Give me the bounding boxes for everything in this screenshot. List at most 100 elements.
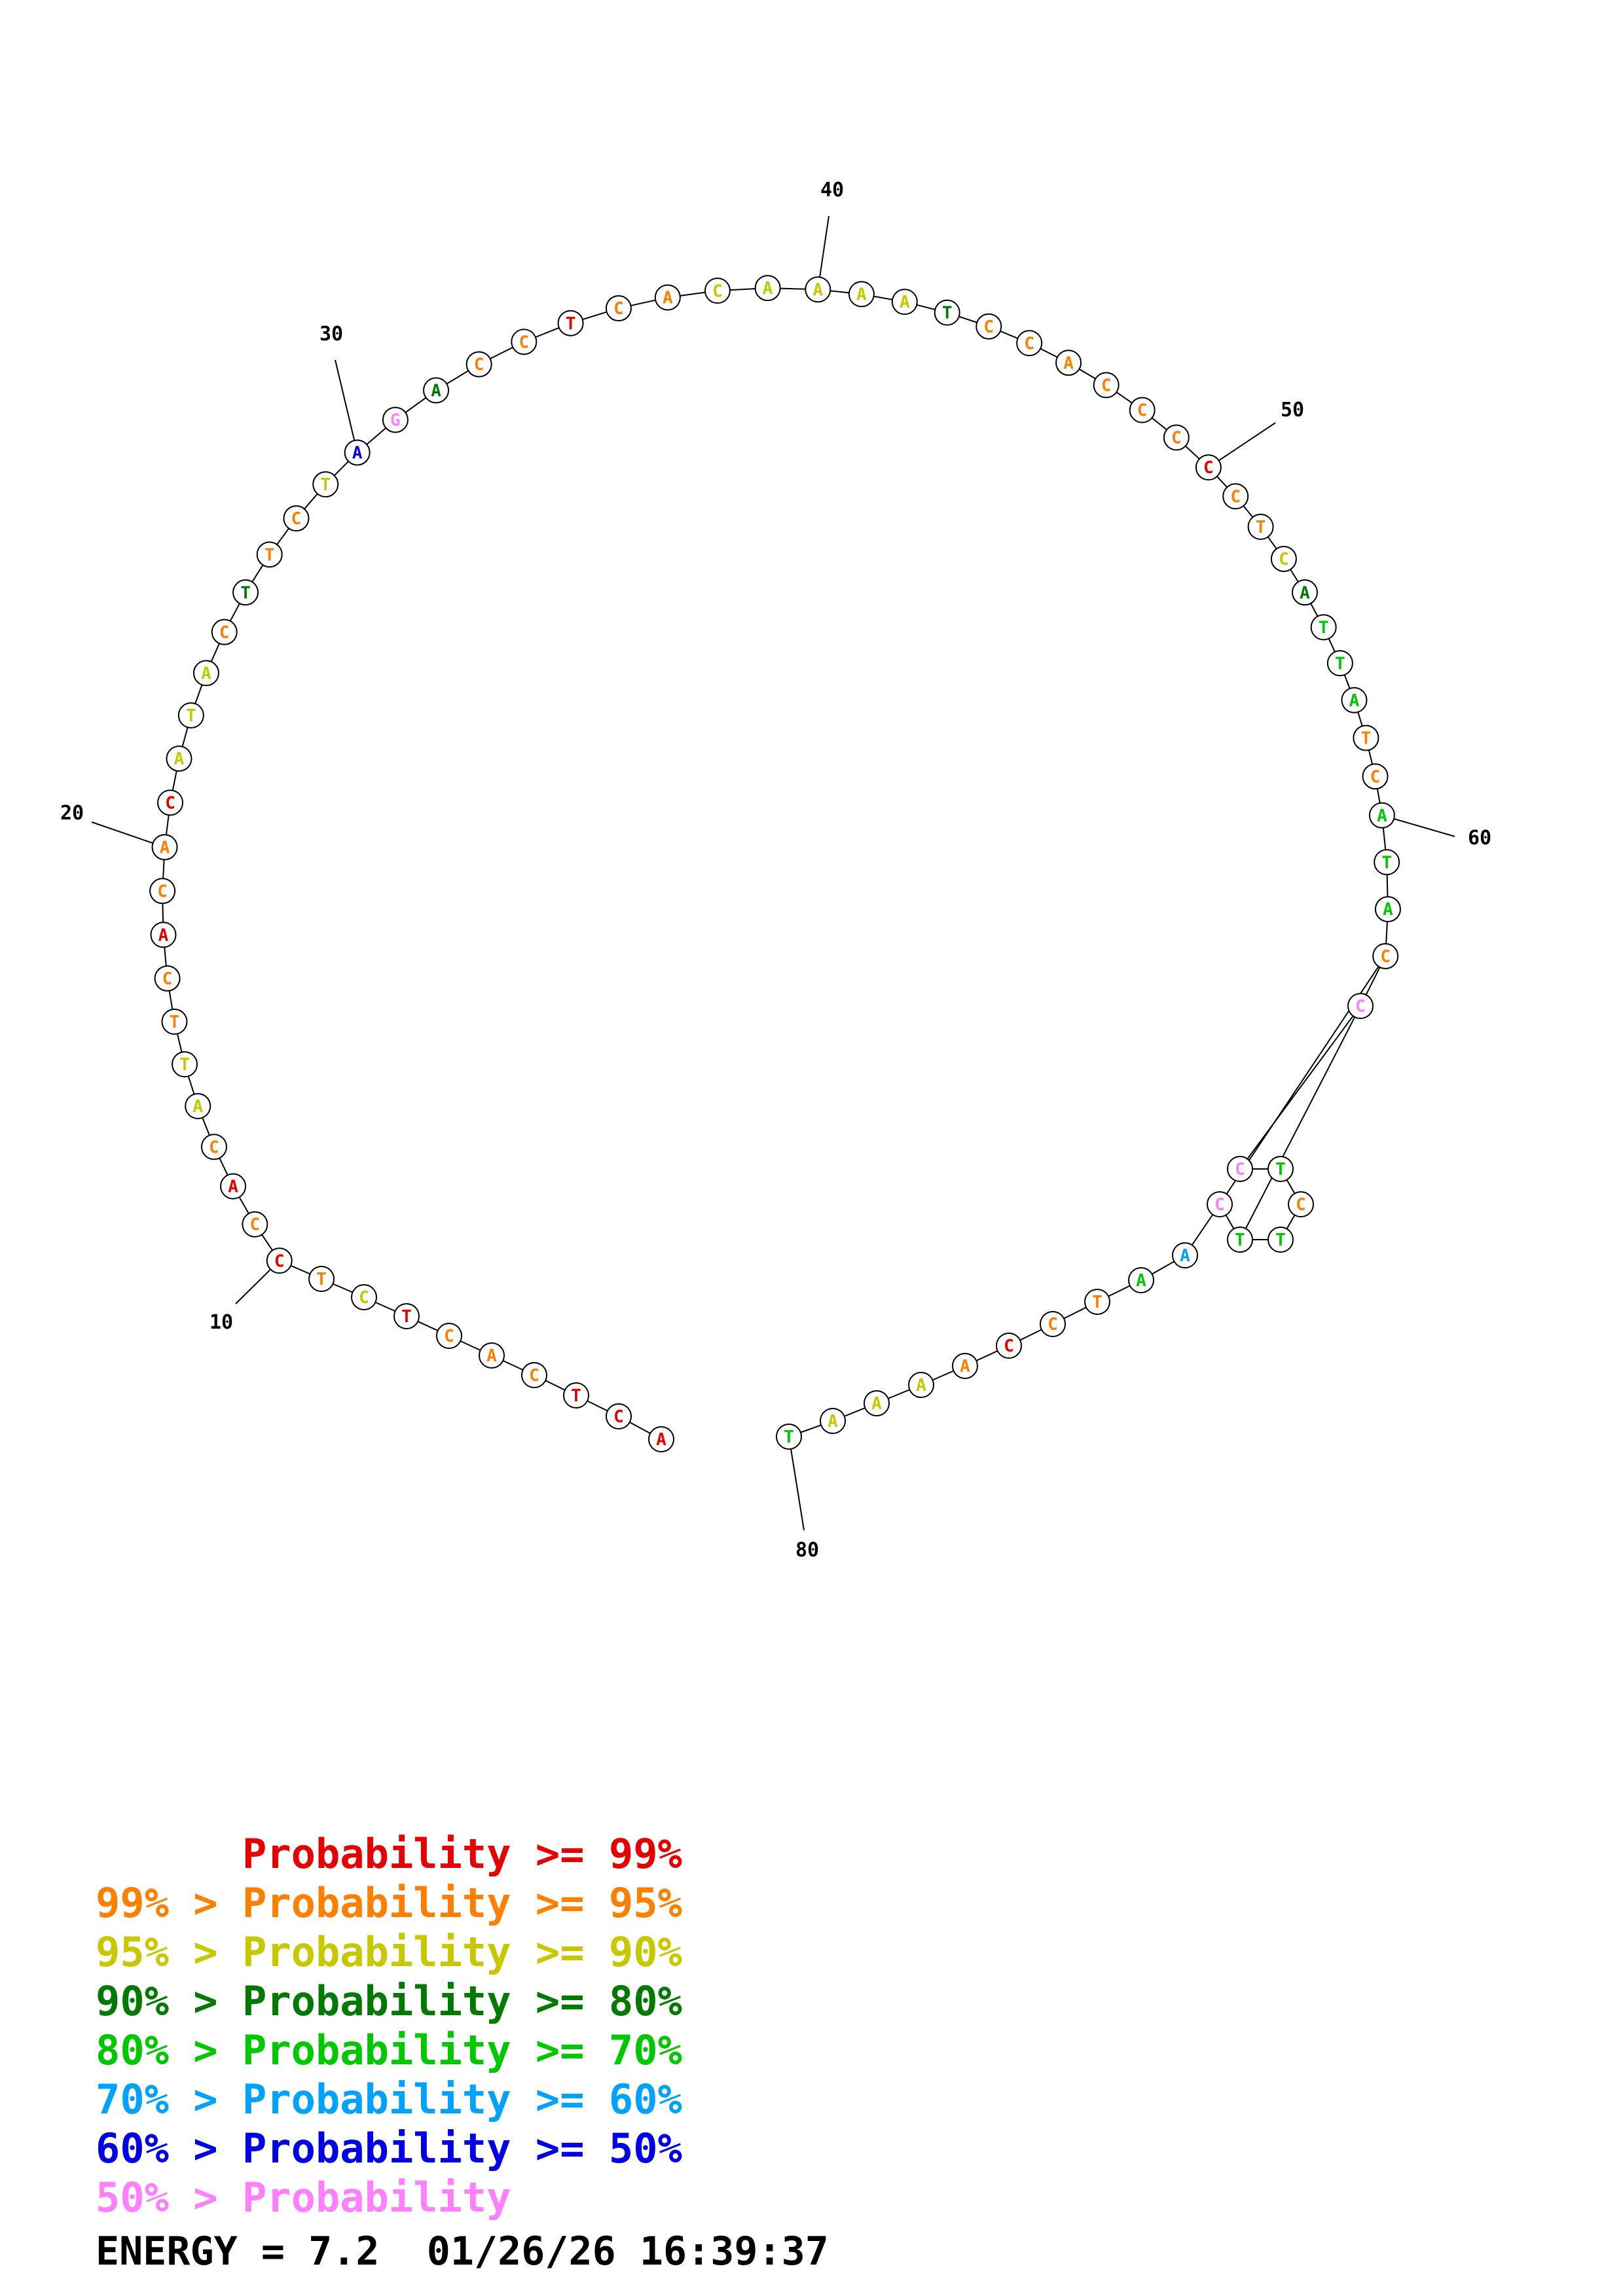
nucleotide-letter: T bbox=[1275, 1160, 1286, 1179]
nucleotide-letter: C bbox=[1101, 376, 1112, 395]
legend-row: 60% > Probability >= 50% bbox=[96, 2125, 682, 2172]
nucleotide-letter: C bbox=[1137, 401, 1148, 421]
nucleotide-circle bbox=[704, 278, 731, 304]
nucleotide-letter: C bbox=[1355, 997, 1366, 1016]
nucleotide-letter: A bbox=[352, 444, 363, 463]
legend-row: 99% > Probability >= 95% bbox=[96, 1879, 682, 1927]
nucleotide-letter: A bbox=[486, 1346, 497, 1366]
energy-footer: ENERGY = 7.2 01/26/26 16:39:37 bbox=[96, 2229, 829, 2274]
nucleotide-circle bbox=[166, 745, 192, 772]
nucleotide-letter: A bbox=[871, 1394, 882, 1414]
nucleotide-letter: C bbox=[157, 882, 168, 901]
nucleotide-circle bbox=[185, 1092, 211, 1119]
nucleotide-circle bbox=[563, 1382, 589, 1408]
nucleotide-letter: C bbox=[209, 1138, 219, 1157]
tick-label: 80 bbox=[795, 1539, 819, 1562]
probability-legend: Probability >= 99% 99% > Probability >= 9… bbox=[96, 1829, 682, 2222]
nucleotide-circle bbox=[1172, 1242, 1198, 1268]
nucleotide-circle bbox=[1374, 896, 1401, 923]
tick-label: 50 bbox=[1281, 399, 1304, 422]
nucleotide-letter: C bbox=[529, 1366, 539, 1386]
nucleotide-letter: C bbox=[444, 1327, 454, 1346]
nucleotide-letter: A bbox=[812, 280, 823, 300]
nucleotide-circle bbox=[805, 276, 831, 303]
nucleotide-circle bbox=[266, 1247, 293, 1274]
nucleotide-letter: C bbox=[165, 793, 175, 813]
nucleotide-letter: C bbox=[1024, 334, 1034, 353]
nucleotide-circle bbox=[157, 789, 184, 816]
nucleotide-circle bbox=[1128, 1267, 1154, 1293]
tick-line bbox=[788, 1436, 805, 1531]
nucleotide-letter: T bbox=[320, 475, 331, 495]
nucleotide-circle bbox=[952, 1353, 978, 1379]
nucleotide-circle bbox=[1362, 763, 1389, 790]
nucleotide-letter: A bbox=[174, 749, 185, 769]
nucleotide-circle bbox=[1195, 454, 1222, 481]
nucleotide-letter: A bbox=[192, 1097, 203, 1117]
nucleotide-letter: A bbox=[431, 381, 441, 401]
tick-label: 40 bbox=[820, 179, 844, 202]
nucleotide-circle bbox=[1326, 650, 1353, 677]
nucleotide-circle bbox=[436, 1323, 462, 1349]
nucleotide-letter: A bbox=[900, 293, 910, 312]
nucleotide-letter: C bbox=[1214, 1195, 1225, 1215]
nucleotide-letter: C bbox=[1380, 947, 1391, 967]
nucleotide-circle bbox=[1222, 483, 1249, 510]
nucleotide-circle bbox=[521, 1362, 547, 1388]
nucleotide-circle bbox=[465, 351, 492, 378]
nucleotide-circle bbox=[172, 1051, 198, 1078]
nucleotide-letter: T bbox=[316, 1270, 327, 1289]
nucleotide-circle bbox=[154, 965, 181, 992]
nucleotide-circle bbox=[754, 275, 781, 302]
nucleotide-letter: G bbox=[390, 411, 401, 431]
nucleotide-letter: A bbox=[763, 279, 773, 298]
nucleotide-letter: C bbox=[519, 332, 529, 352]
nucleotide-letter: A bbox=[228, 1177, 238, 1197]
nucleotide-letter: T bbox=[1092, 1293, 1103, 1312]
nucleotide-circle bbox=[996, 1333, 1022, 1359]
nucleotide-letter: A bbox=[201, 664, 211, 683]
nucleotide-letter: A bbox=[1136, 1271, 1146, 1291]
nucleotide-circle bbox=[1347, 993, 1374, 1019]
nucleotide-circle bbox=[1288, 1191, 1314, 1217]
nucleotide-circle bbox=[232, 579, 259, 606]
nucleotide-letter: A bbox=[856, 285, 867, 304]
nucleotide-circle bbox=[1016, 330, 1043, 357]
nucleotide-letter: T bbox=[179, 1055, 190, 1075]
tick-label: 10 bbox=[210, 1311, 233, 1334]
tick-label: 60 bbox=[1468, 827, 1491, 850]
nucleotide-letter: T bbox=[571, 1386, 581, 1406]
nucleotide-circle bbox=[1374, 849, 1400, 876]
nucleotide-letter: C bbox=[983, 317, 994, 337]
nucleotide-letter: A bbox=[828, 1412, 838, 1431]
nucleotide-letter: T bbox=[1381, 853, 1392, 872]
nucleotide-letter: A bbox=[1383, 900, 1393, 920]
backbone-line bbox=[1239, 1005, 1361, 1170]
nucleotide-letter: T bbox=[566, 314, 576, 334]
nucleotide-letter: C bbox=[1230, 487, 1241, 507]
nucleotide-letter: T bbox=[1235, 1230, 1245, 1250]
nucleotide-circle bbox=[1227, 1227, 1253, 1253]
nucleotide-circle bbox=[976, 313, 1002, 340]
nucleotide-circle bbox=[1227, 1156, 1253, 1182]
nucleotide-letter: C bbox=[1279, 550, 1289, 569]
nucleotide-circle bbox=[1207, 1191, 1233, 1217]
legend-row: 80% > Probability >= 70% bbox=[96, 2026, 682, 2074]
nucleotide-letter: A bbox=[663, 289, 673, 308]
nucleotide-circle bbox=[177, 702, 204, 728]
nucleotide-circle bbox=[891, 289, 918, 315]
nucleotide-circle bbox=[1267, 1227, 1294, 1253]
nucleotide-letter: A bbox=[1180, 1246, 1190, 1266]
nucleotide-letter: A bbox=[1377, 806, 1387, 826]
nucleotide-circle bbox=[1163, 424, 1190, 451]
legend-row: 70% > Probability >= 60% bbox=[96, 2075, 682, 2123]
nucleotide-circle bbox=[149, 878, 176, 905]
nucleotide-circle bbox=[511, 329, 538, 355]
nucleotide-circle bbox=[606, 1403, 632, 1429]
nucleotide-circle bbox=[1341, 687, 1368, 713]
nucleotide-letter: C bbox=[1203, 458, 1214, 478]
nucleotide-circle bbox=[848, 281, 875, 308]
nucleotide-circle bbox=[908, 1372, 934, 1398]
nucleotide-letter: C bbox=[1171, 429, 1182, 448]
nucleotide-circle bbox=[242, 1211, 268, 1238]
